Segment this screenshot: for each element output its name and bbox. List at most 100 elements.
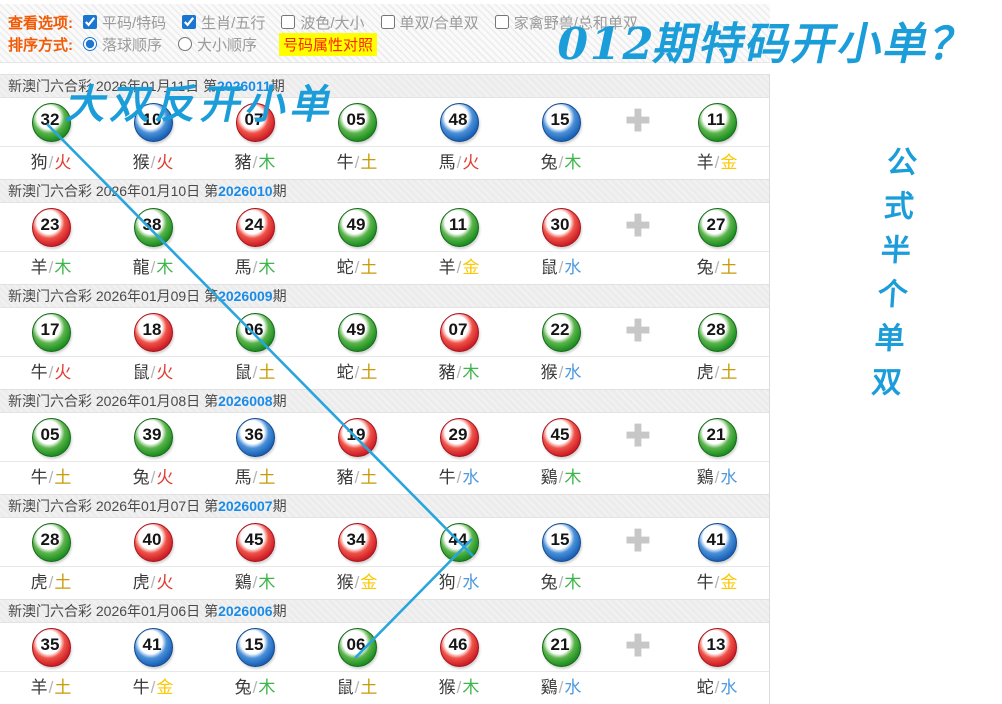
draw-period: 2026010: [218, 183, 273, 199]
draw-header: 新澳门六合彩 2026年01月08日 第2026008期: [0, 389, 769, 413]
number-attribute-link[interactable]: 号码属性对照: [279, 32, 378, 56]
element-text: 水: [720, 678, 738, 697]
element-text: 火: [156, 363, 174, 382]
option-label: 平码/特码: [102, 14, 167, 32]
zodiac-text: 豬: [336, 468, 354, 487]
slash-separator: /: [714, 363, 720, 382]
ball-07: 07: [439, 312, 479, 352]
zodiac-text: 鷄: [540, 678, 558, 697]
element-text: 火: [156, 153, 174, 172]
view-option-波色/大小[interactable]: 波色/大小: [281, 12, 365, 33]
draw-title-prefix: 新澳门六合彩 2026年01月09日 第: [8, 288, 219, 304]
element-text: 土: [258, 468, 276, 487]
ball-number: 06: [244, 320, 264, 339]
sort-options-row: 排序方式: 落球顺序 大小顺序 号码属性对照: [8, 32, 770, 56]
element-text: 水: [462, 468, 480, 487]
ball-44: 44: [439, 522, 479, 562]
view-option-单双/合单双[interactable]: 单双/合单双: [380, 12, 479, 33]
zodiac-text: 兔: [540, 573, 558, 592]
zodiac-element-label: 牛/金: [133, 673, 174, 698]
slash-separator: /: [150, 573, 156, 592]
zodiac-text: 羊: [438, 258, 456, 277]
special-ball-28: 28: [697, 312, 737, 352]
plus-icon: ✚: [625, 630, 651, 663]
view-option-平码/特码[interactable]: 平码/特码: [83, 12, 166, 33]
zodiac-element-label: 豬/木: [235, 148, 276, 173]
element-text: 火: [54, 153, 72, 172]
view-option-家禽野兽/总和单双[interactable]: 家禽野兽/总和单双: [494, 12, 638, 33]
ball-number: 06: [346, 635, 366, 654]
zodiac-element-label: 鷄/木: [541, 463, 582, 488]
zodiac-element-label: 龍/木: [133, 253, 174, 278]
draw-period: 2026011: [217, 78, 271, 94]
view-options-items: 平码/特码 生肖/五行 波色/大小 单双/合单双 家禽野兽/总和单双: [83, 12, 654, 33]
zodiac-element-label: 猴/水: [541, 358, 582, 383]
element-text: 水: [564, 258, 582, 277]
checkbox-input[interactable]: [281, 15, 296, 29]
ball-number: 35: [40, 635, 60, 654]
checkbox-input[interactable]: [83, 15, 97, 29]
checkbox-input[interactable]: [380, 15, 395, 29]
attr-row: 虎/土 虎/火 鷄/木 猴/金 狗/水 兔/木 牛/金: [0, 566, 769, 594]
sort-option-落球顺序[interactable]: 落球顺序: [83, 34, 162, 55]
zodiac-text: 牛: [696, 573, 714, 592]
radio-input[interactable]: [178, 37, 193, 51]
element-text: 金: [360, 573, 378, 592]
ball-36: 36: [235, 417, 275, 457]
ball-05: 05: [31, 417, 71, 457]
ball-49: 49: [337, 312, 377, 352]
zodiac-text: 馬: [234, 258, 252, 277]
zodiac-text: 牛: [30, 363, 48, 382]
draw-title-prefix: 新澳门六合彩 2026年01月08日 第: [8, 393, 219, 409]
ball-number: 39: [142, 425, 162, 444]
ball-number: 07: [448, 320, 468, 339]
zodiac-element-label: 牛/金: [697, 568, 738, 593]
plus-icon: ✚: [625, 315, 651, 348]
zodiac-text: 狗: [438, 573, 456, 592]
sort-option-大小顺序[interactable]: 大小顺序: [178, 34, 257, 55]
element-text: 火: [156, 468, 174, 487]
ball-21: 21: [541, 627, 581, 667]
option-label: 大小顺序: [197, 36, 258, 54]
draw-header: 新澳门六合彩 2026年01月07日 第2026007期: [0, 494, 769, 518]
element-text: 水: [462, 573, 480, 592]
special-ball-11: 11: [697, 102, 737, 142]
ball-40: 40: [133, 522, 173, 562]
draw-title-suffix: 期: [272, 288, 287, 304]
element-text: 木: [564, 573, 582, 592]
zodiac-element-label: 馬/土: [235, 463, 276, 488]
ball-29: 29: [439, 417, 479, 457]
zodiac-element-label: 兔/木: [541, 148, 582, 173]
zodiac-element-label: 猴/火: [133, 148, 174, 173]
ball-number: 22: [550, 320, 570, 339]
zodiac-text: 蛇: [336, 363, 354, 382]
element-text: 火: [156, 573, 174, 592]
special-ball-13: 13: [697, 627, 737, 667]
element-text: 火: [462, 153, 480, 172]
ball-number: 21: [550, 635, 570, 654]
slash-separator: /: [714, 678, 720, 697]
zodiac-element-label: 牛/火: [31, 358, 72, 383]
plus-icon: ✚: [625, 105, 651, 138]
ball-number: 15: [550, 530, 570, 549]
draw-title-prefix: 新澳门六合彩 2026年01月11日 第: [8, 78, 218, 94]
checkbox-input[interactable]: [182, 15, 197, 29]
radio-input[interactable]: [83, 37, 97, 51]
element-text: 木: [462, 363, 480, 382]
zodiac-text: 豬: [438, 363, 456, 382]
ball-number: 21: [706, 425, 726, 444]
element-text: 土: [360, 363, 378, 382]
view-option-生肖/五行[interactable]: 生肖/五行: [182, 12, 265, 33]
element-text: 火: [54, 363, 72, 382]
checkbox-input[interactable]: [494, 15, 509, 29]
zodiac-text: 鷄: [696, 468, 714, 487]
zodiac-element-label: 鼠/水: [541, 253, 582, 278]
element-text: 金: [720, 153, 738, 172]
sort-options-caption: 排序方式:: [8, 36, 73, 54]
zodiac-text: 鷄: [540, 468, 558, 487]
zodiac-element-label: 牛/土: [337, 148, 378, 173]
draw-header: 新澳门六合彩 2026年01月10日 第2026010期: [0, 179, 769, 203]
view-options-caption: 查看选项:: [8, 14, 73, 32]
zodiac-element-label: 猴/木: [439, 673, 480, 698]
element-text: 土: [54, 468, 72, 487]
